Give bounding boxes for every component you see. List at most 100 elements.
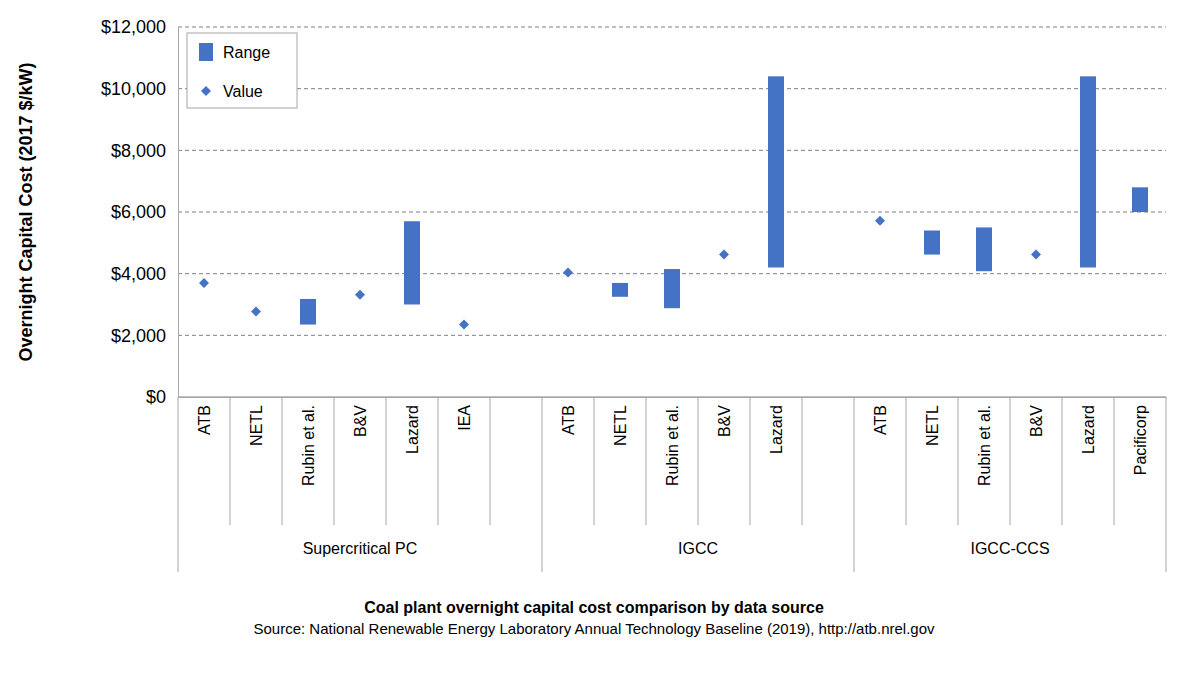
grid-line [178,88,1166,89]
x-tick: Rubin et al. [664,397,681,486]
series-range [300,76,1148,324]
category-separator [1010,397,1011,525]
x-tick-label: Rubin et al. [976,405,993,486]
x-axis: ATB NETL Rubin et al. B&V Lazard IEA ATB NETL Ru… [179,397,1167,486]
x-tick-label: Lazard [1080,405,1097,454]
y-tick: $6,000 [111,202,178,222]
group-labels: Supercritical PC IGCC IGCC-CCS [303,540,1050,557]
value-point [1031,250,1041,260]
y-tick-label: $10,000 [101,79,166,99]
range-bar [404,221,420,304]
category-separator [1062,397,1063,525]
grid-line [178,212,1166,213]
grid-line [178,150,1166,151]
range-bar [976,227,992,271]
x-tick: Lazard [404,397,421,454]
legend-symbol [199,43,213,61]
legend: Range Value [187,33,297,108]
category-separator [438,397,439,525]
y-axis: $0 $2,000 $4,000 $6,000 $8,000 $10,000 $12,000 [101,17,179,407]
x-tick: NETL [612,397,629,446]
category-separator [646,397,647,525]
range-bar [664,269,680,308]
x-tick-label: ATB [872,405,889,435]
x-tick-label: Rubin et al. [300,405,317,486]
category-separator [490,397,491,525]
x-tick: Lazard [768,397,785,454]
group-separator [178,397,179,572]
category-separator [906,397,907,525]
y-tick-label: $6,000 [111,202,166,222]
value-point [251,307,261,317]
x-tick-label: Rubin et al. [664,405,681,486]
group-label: IGCC [678,540,718,557]
range-bar [300,299,316,325]
y-tick: $12,000 [101,17,178,37]
marks [199,76,1148,329]
y-axis-title: Overnight Capital Cost (2017 $/kW) [16,62,36,361]
x-tick: NETL [248,397,265,446]
x-tick-label: NETL [924,405,941,446]
grid-line [178,335,1166,336]
value-point [719,250,729,260]
category-separator [750,397,751,525]
value-point [563,267,573,277]
y-tick: $0 [146,387,178,407]
legend-symbol [201,86,211,96]
category-separator [698,397,699,525]
category-separator [802,397,803,525]
group-label: Supercritical PC [303,540,418,557]
legend-label: Value [223,83,263,100]
y-tick-label: $8,000 [111,141,166,161]
category-separator [282,397,283,525]
group-separator [542,397,543,572]
y-tick-label: $2,000 [111,326,166,346]
x-tick-label: Lazard [768,405,785,454]
category-separator [230,397,231,525]
x-tick-label: IEA [456,405,473,431]
range-bar [768,76,784,267]
value-point [875,216,885,226]
grid-line [178,27,1166,28]
legend-label: Range [223,44,270,61]
y-tick: $4,000 [111,264,178,284]
chart-source: Source: National Renewable Energy Labora… [254,620,935,637]
x-tick-label: B&V [1028,405,1045,437]
y-tick: $2,000 [111,326,178,346]
x-tick-label: Pacificorp [1132,405,1149,475]
x-tick: ATB [872,397,889,435]
category-separator [594,397,595,525]
x-tick-label: B&V [716,405,733,437]
value-point [355,290,365,300]
y-tick-label: $12,000 [101,17,166,37]
series-point [199,216,1041,330]
range-bar [612,283,628,297]
y-tick-label: $4,000 [111,264,166,284]
range-bar [924,231,940,255]
chart-title: Coal plant overnight capital cost compar… [364,599,824,616]
x-tick: ATB [196,397,213,435]
range-bar [1080,76,1096,267]
legend-box [187,33,297,108]
y-tick-label: $0 [146,387,166,407]
range-bar [1132,187,1148,212]
x-tick: B&V [352,397,369,437]
x-tick: Lazard [1080,397,1097,454]
group-label: IGCC-CCS [970,540,1049,557]
grid-line [178,397,1166,398]
x-tick: NETL [924,397,941,446]
grid [178,27,1166,397]
x-tick: B&V [716,397,733,437]
x-tick-label: NETL [612,405,629,446]
chart-container: $0 $2,000 $4,000 $6,000 $8,000 $10,000 $12,000… [0,0,1189,686]
x-tick: Rubin et al. [300,397,317,486]
category-separator [1114,397,1115,525]
x-axis-line [179,397,1167,398]
x-tick: ATB [560,397,577,435]
y-tick: $8,000 [111,141,178,161]
x-tick: IEA [456,397,473,431]
x-tick-label: NETL [248,405,265,446]
y-tick: $10,000 [101,79,178,99]
x-tick: Pacificorp [1132,397,1149,475]
x-tick-label: ATB [196,405,213,435]
